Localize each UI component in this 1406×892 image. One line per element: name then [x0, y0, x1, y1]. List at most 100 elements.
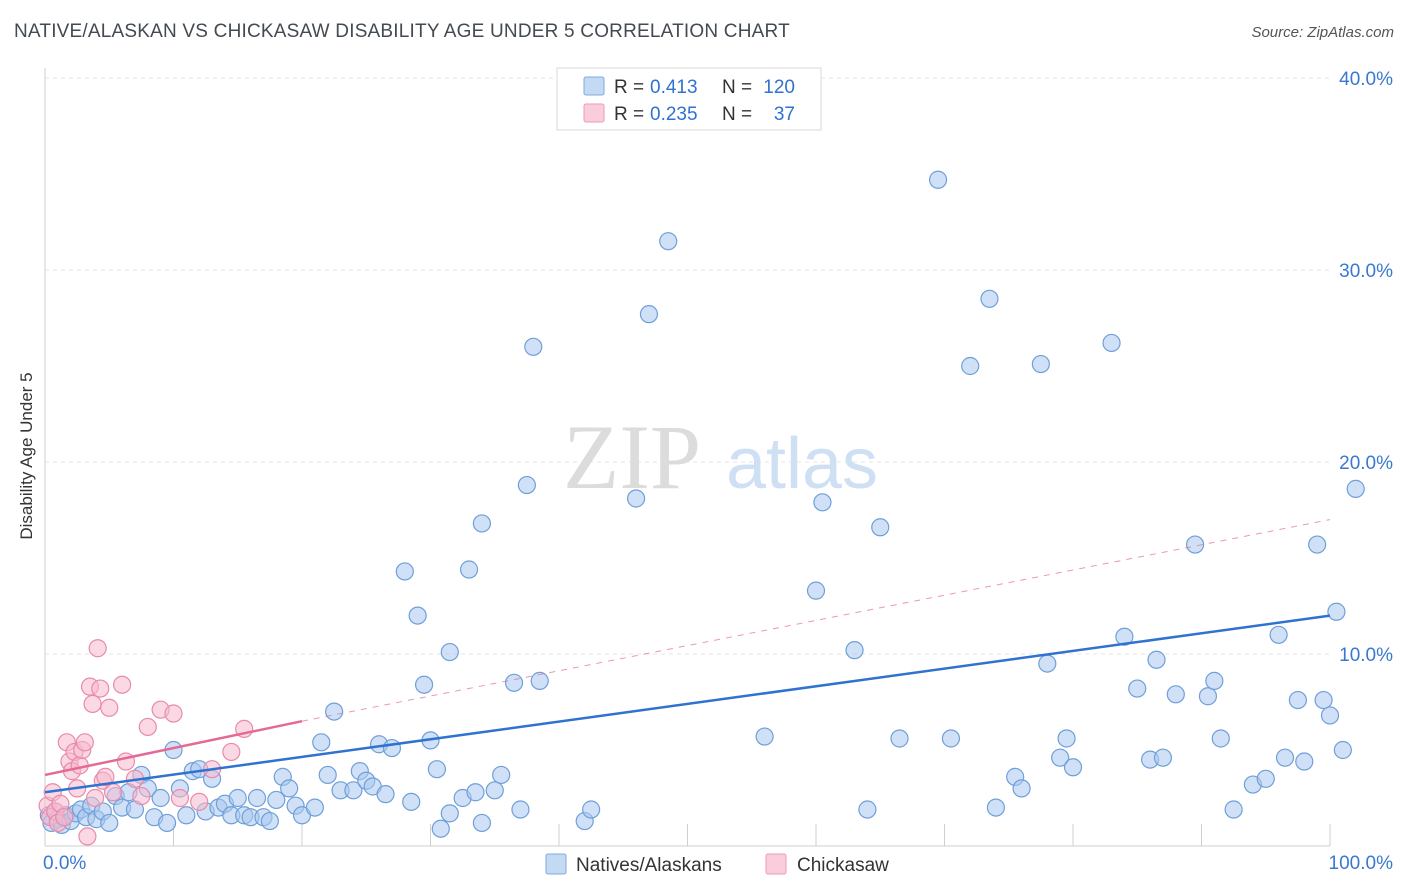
- point-natives: [427, 760, 447, 779]
- stats-n-value-natives: 120: [763, 77, 795, 98]
- point-natives: [961, 356, 980, 376]
- point-natives: [1063, 758, 1083, 777]
- stats-swatch-chickasaw: [583, 103, 605, 123]
- y-tick-label: 40.0%: [1339, 69, 1393, 90]
- watermark-atlas: atlas: [726, 424, 878, 504]
- point-natives: [157, 813, 177, 833]
- point-natives: [472, 514, 491, 533]
- point-natives: [1308, 535, 1327, 554]
- point-natives: [504, 673, 524, 692]
- point-natives: [280, 779, 299, 798]
- point-natives: [1333, 740, 1352, 760]
- point-chickasaw: [132, 786, 151, 806]
- point-natives: [626, 489, 646, 508]
- stats-r-value-chickasaw: 0.235: [650, 104, 698, 125]
- point-natives: [177, 806, 196, 825]
- trend-line-chickasaw: [44, 719, 303, 777]
- point-chickasaw: [190, 792, 209, 811]
- y-tick-label: 10.0%: [1339, 645, 1393, 666]
- x-tick-label: 0.0%: [43, 853, 86, 874]
- point-chickasaw: [55, 808, 74, 827]
- point-chickasaw: [104, 783, 123, 802]
- point-natives: [228, 788, 247, 808]
- point-natives: [1166, 685, 1185, 704]
- chart-title: NATIVE/ALASKAN VS CHICKASAW DISABILITY A…: [14, 21, 790, 42]
- point-chickasaw: [112, 675, 132, 694]
- legend-label-natives: Natives/Alaskans: [576, 855, 722, 876]
- point-natives: [382, 738, 402, 758]
- point-natives: [1031, 354, 1050, 374]
- point-natives: [414, 675, 434, 694]
- y-tick-label: 30.0%: [1339, 261, 1393, 282]
- point-natives: [305, 798, 324, 817]
- point-chickasaw: [222, 742, 241, 762]
- watermark: ZIP atlas: [563, 406, 878, 508]
- point-natives: [1153, 748, 1173, 767]
- stats-r-value-natives: 0.413: [650, 77, 698, 98]
- point-natives: [325, 702, 344, 721]
- point-chickasaw: [96, 767, 115, 786]
- point-natives: [813, 493, 832, 512]
- point-natives: [312, 733, 331, 752]
- point-natives: [395, 562, 414, 581]
- stats-n-value-chickasaw: 37: [774, 104, 795, 125]
- point-natives: [260, 811, 279, 831]
- point-natives: [1224, 800, 1243, 819]
- point-natives: [871, 518, 890, 537]
- point-natives: [806, 581, 826, 600]
- point-natives: [492, 765, 511, 785]
- axes: [44, 68, 1331, 847]
- point-natives: [408, 606, 427, 625]
- point-natives: [1198, 687, 1218, 706]
- data-points: [38, 170, 1365, 846]
- point-chickasaw: [88, 639, 107, 658]
- point-natives: [517, 475, 536, 495]
- point-natives: [582, 800, 601, 819]
- point-natives: [1256, 769, 1275, 788]
- point-natives: [1320, 706, 1340, 725]
- point-natives: [344, 781, 363, 800]
- y-tick-label: 20.0%: [1339, 453, 1393, 474]
- stats-n-label-chickasaw: N =: [722, 104, 752, 125]
- point-natives: [1205, 671, 1224, 690]
- grid-lines: [45, 77, 1330, 655]
- point-natives: [1275, 748, 1295, 767]
- stats-n-label-natives: N =: [722, 77, 752, 98]
- point-natives: [100, 813, 119, 833]
- point-natives: [1038, 654, 1057, 673]
- point-natives: [1057, 729, 1076, 748]
- point-natives: [1269, 625, 1288, 644]
- point-chickasaw: [91, 679, 110, 698]
- point-natives: [267, 790, 286, 810]
- point-natives: [639, 305, 659, 324]
- point-chickasaw: [78, 827, 97, 846]
- point-chickasaw: [86, 788, 105, 808]
- trend-line-natives: [44, 614, 1331, 794]
- point-natives: [845, 641, 864, 660]
- trend-lines: [44, 519, 1331, 794]
- point-chickasaw: [100, 698, 119, 717]
- stats-r-label-natives: R =: [614, 77, 644, 98]
- point-natives: [1012, 779, 1031, 798]
- point-natives: [1346, 479, 1365, 498]
- point-natives: [151, 788, 170, 808]
- point-natives: [890, 729, 909, 748]
- point-natives: [247, 788, 267, 808]
- point-natives: [431, 819, 450, 838]
- point-natives: [941, 729, 961, 748]
- point-natives: [980, 289, 999, 308]
- point-chickasaw: [75, 733, 94, 752]
- point-chickasaw: [170, 788, 190, 808]
- stats-swatch-natives: [583, 76, 605, 96]
- point-natives: [1185, 535, 1205, 554]
- point-natives: [472, 813, 491, 833]
- source-label: Source: ZipAtlas.com: [1251, 24, 1394, 41]
- point-natives: [402, 792, 421, 811]
- legend-label-chickasaw: Chickasaw: [797, 855, 889, 876]
- legend-swatch-chickasaw: [765, 853, 787, 875]
- point-natives: [466, 783, 485, 802]
- point-natives: [1327, 602, 1346, 621]
- point-natives: [986, 798, 1006, 817]
- x-tick-label: 100.0%: [1329, 853, 1394, 874]
